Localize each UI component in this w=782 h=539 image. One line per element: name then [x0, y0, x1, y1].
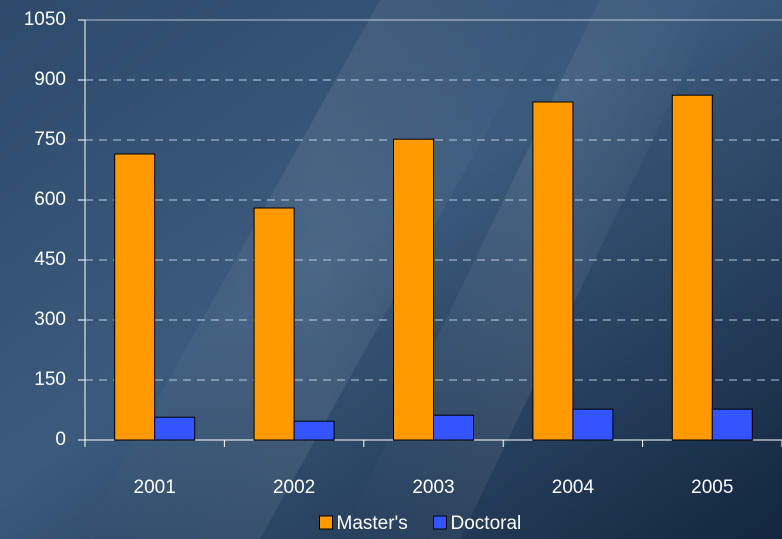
- y-tick-label: 300: [34, 309, 66, 330]
- y-tick-label: 0: [55, 429, 66, 450]
- bar: [253, 207, 295, 441]
- y-tick-label: 150: [34, 369, 66, 390]
- x-tick-label: 2004: [552, 477, 595, 498]
- y-tick-label: 600: [34, 189, 66, 210]
- bar: [154, 416, 196, 441]
- x-tick-label: 2005: [691, 477, 733, 498]
- y-tick-label: 900: [34, 69, 66, 90]
- legend-label: Master's: [337, 513, 408, 534]
- bar: [532, 101, 574, 441]
- background-stripe: [340, 0, 720, 539]
- bar: [293, 420, 335, 441]
- y-tick-label: 750: [34, 129, 66, 150]
- x-tick-label: 2003: [412, 477, 454, 498]
- x-tick-label: 2001: [134, 477, 176, 498]
- bar: [572, 408, 614, 441]
- background-stripe: [80, 0, 560, 539]
- legend-label: Doctoral: [451, 513, 522, 534]
- bar: [711, 408, 753, 441]
- y-tick-label: 450: [34, 249, 66, 270]
- y-tick-label: 1050: [24, 9, 66, 30]
- bar: [393, 138, 434, 441]
- legend-swatch: [433, 515, 447, 530]
- bar: [671, 94, 713, 441]
- bar: [114, 153, 156, 441]
- x-tick-label: 2002: [273, 477, 315, 498]
- legend-swatch: [319, 515, 333, 530]
- bar: [433, 414, 474, 441]
